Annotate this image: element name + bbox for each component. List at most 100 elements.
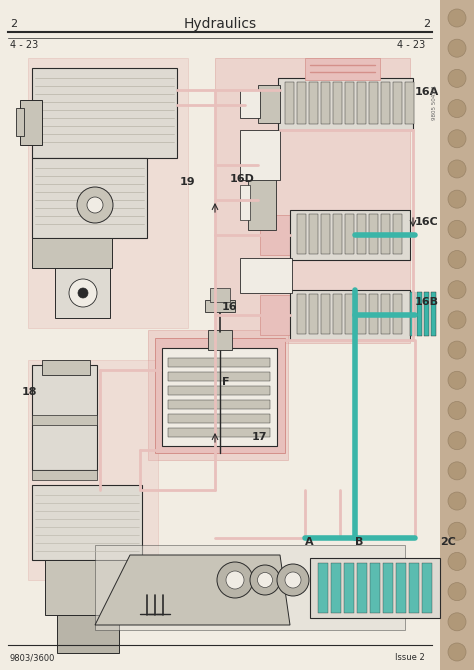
Circle shape [77, 187, 113, 223]
Bar [32, 485, 142, 560]
Bar [20, 100, 42, 145]
Circle shape [448, 522, 466, 540]
Bar [396, 563, 406, 613]
Bar [32, 365, 97, 470]
Bar [248, 175, 276, 230]
Circle shape [448, 251, 466, 269]
Bar [95, 545, 405, 630]
Bar [55, 268, 110, 318]
Text: 16A: 16A [415, 87, 439, 97]
Bar [357, 214, 366, 254]
Circle shape [87, 197, 103, 213]
Text: 2: 2 [423, 19, 430, 29]
Bar [297, 82, 306, 124]
Bar [205, 300, 235, 312]
Bar [345, 82, 354, 124]
Bar [357, 82, 366, 124]
Bar [381, 214, 390, 254]
Bar [42, 360, 90, 375]
Bar [32, 415, 97, 425]
Bar [168, 372, 270, 381]
Circle shape [448, 492, 466, 510]
Circle shape [448, 431, 466, 450]
Text: Issue 2: Issue 2 [395, 653, 425, 663]
Bar [440, 0, 474, 670]
Bar [405, 82, 414, 124]
Circle shape [448, 341, 466, 359]
Bar [410, 292, 415, 336]
Bar [32, 158, 147, 238]
Bar [422, 563, 432, 613]
Bar [383, 563, 393, 613]
Bar [409, 563, 419, 613]
Text: Hydraulics: Hydraulics [183, 17, 256, 31]
Circle shape [448, 643, 466, 661]
Bar [369, 214, 378, 254]
Bar [162, 348, 277, 446]
Text: 16: 16 [222, 302, 237, 312]
Bar [309, 82, 318, 124]
Bar [393, 294, 402, 334]
Text: 16C: 16C [415, 217, 439, 227]
Bar [260, 295, 292, 335]
Bar [321, 214, 330, 254]
Circle shape [448, 401, 466, 419]
Circle shape [226, 571, 244, 589]
Circle shape [448, 190, 466, 208]
Bar [345, 294, 354, 334]
Circle shape [257, 572, 273, 588]
Bar [305, 58, 380, 80]
Text: 4 - 23: 4 - 23 [397, 40, 425, 50]
Bar [321, 82, 330, 124]
Bar [369, 294, 378, 334]
Bar [32, 238, 112, 268]
Bar [155, 338, 285, 453]
Bar [168, 400, 270, 409]
Bar [370, 563, 380, 613]
Bar [381, 82, 390, 124]
Text: A: A [305, 537, 314, 547]
Bar [45, 560, 130, 615]
Bar [16, 108, 24, 136]
Bar [168, 386, 270, 395]
Bar [309, 214, 318, 254]
Bar [290, 290, 410, 340]
Bar [357, 294, 366, 334]
Bar [345, 214, 354, 254]
Circle shape [448, 9, 466, 27]
Bar [148, 330, 288, 460]
Bar [258, 85, 280, 123]
Text: 9803/3600: 9803/3600 [10, 653, 55, 663]
Bar [240, 258, 292, 293]
Circle shape [448, 281, 466, 299]
Bar [215, 58, 410, 343]
Circle shape [78, 288, 88, 298]
Bar [393, 214, 402, 254]
Bar [381, 294, 390, 334]
Circle shape [69, 279, 97, 307]
Text: 19: 19 [180, 177, 196, 187]
Circle shape [448, 39, 466, 57]
Bar [28, 58, 188, 328]
Bar [333, 214, 342, 254]
Bar [168, 414, 270, 423]
Text: 18: 18 [22, 387, 37, 397]
Bar [310, 558, 440, 618]
Bar [393, 82, 402, 124]
Bar [417, 292, 422, 336]
Circle shape [448, 311, 466, 329]
Circle shape [448, 100, 466, 117]
Bar [424, 292, 429, 336]
Bar [168, 358, 270, 367]
Bar [208, 330, 232, 350]
Bar [431, 292, 436, 336]
Bar [57, 615, 119, 653]
Text: 16D: 16D [230, 174, 255, 184]
Bar [331, 563, 341, 613]
Bar [333, 82, 342, 124]
Bar [278, 78, 413, 130]
Circle shape [285, 572, 301, 588]
Bar [309, 294, 318, 334]
Text: F: F [222, 377, 229, 387]
Circle shape [448, 583, 466, 600]
